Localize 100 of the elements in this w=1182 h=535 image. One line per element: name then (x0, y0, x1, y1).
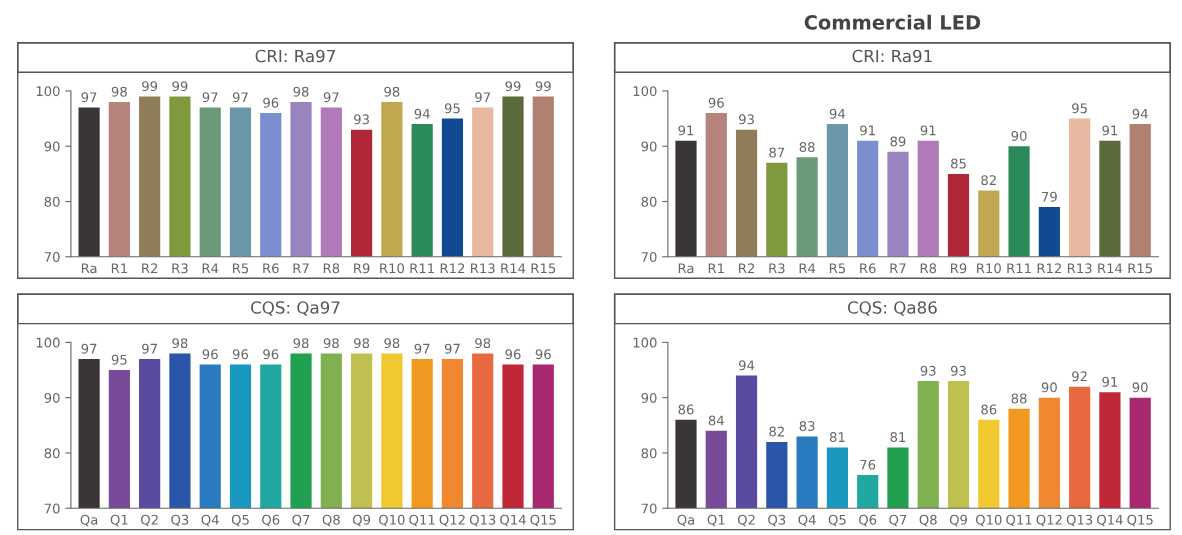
data-label: 95 (444, 103, 460, 114)
x-tick-label: R15 (1128, 263, 1153, 274)
x-tick-label: Q7 (292, 514, 310, 527)
x-tick-label: Q9 (949, 514, 967, 527)
x-tick-label: Q2 (141, 514, 158, 527)
y-tick-label: 90 (44, 392, 60, 403)
x-tick-label: Q5 (828, 514, 846, 527)
x-tick-label: Q7 (889, 514, 907, 527)
x-tick-label: Q2 (737, 514, 755, 527)
x-tick-label: Q14 (1097, 514, 1123, 527)
data-label: 99 (505, 81, 521, 92)
x-tick-label: Q9 (352, 514, 371, 527)
data-label: 82 (981, 175, 996, 186)
x-tick-label: R6 (860, 263, 876, 274)
x-tick-label: Q15 (1127, 514, 1153, 527)
x-tick-label: R10 (380, 263, 404, 274)
data-label: 98 (111, 86, 127, 97)
x-tick-label: R12 (1037, 263, 1062, 274)
x-tick-label: Q10 (379, 514, 405, 527)
x-tick-label: Q6 (262, 514, 280, 527)
x-tick-label: Q1 (110, 514, 128, 527)
x-tick-label: R3 (172, 263, 188, 274)
data-label: 94 (414, 108, 430, 119)
y-tick-label: 100 (36, 337, 60, 348)
chart-subtitle: CQS: Qa86 (847, 301, 937, 316)
y-tick-label: 80 (641, 196, 657, 207)
x-tick-label: Q5 (231, 514, 249, 527)
data-label: 98 (354, 338, 370, 349)
chart-title: Commercial LED (804, 14, 981, 30)
x-tick-label: Q11 (1006, 514, 1032, 527)
x-tick-label: Q8 (919, 514, 937, 527)
x-tick-label: R11 (1007, 263, 1031, 274)
x-tick-label: Q13 (1066, 514, 1093, 527)
x-tick-label: Q12 (439, 514, 465, 527)
data-label: 96 (263, 349, 279, 360)
data-label: 99 (142, 81, 158, 92)
data-label: 86 (678, 404, 694, 415)
x-tick-label: Q4 (201, 514, 219, 527)
y-tick-label: 80 (641, 448, 657, 459)
x-tick-label: R9 (951, 263, 967, 274)
data-label: 97 (414, 343, 430, 354)
x-tick-label: R9 (354, 263, 370, 274)
data-label: 81 (890, 432, 906, 443)
data-label: 89 (890, 136, 906, 147)
data-label: 93 (354, 114, 369, 125)
x-tick-label: Ra (678, 263, 694, 274)
x-tick-label: Qa (80, 514, 98, 527)
x-tick-label: Q12 (1036, 514, 1062, 527)
data-label: 97 (444, 343, 460, 354)
data-label: 79 (1042, 191, 1057, 202)
data-label: 97 (232, 92, 248, 103)
data-label: 94 (829, 108, 846, 119)
chart-subtitle: CRI: Ra91 (852, 49, 932, 63)
x-tick-label: R5 (829, 263, 846, 274)
data-label: 91 (1102, 376, 1118, 387)
data-label: 97 (142, 343, 157, 354)
x-tick-label: Ra (81, 263, 97, 274)
data-label: 98 (172, 338, 188, 349)
x-tick-label: R7 (293, 263, 309, 274)
y-tick-label: 90 (44, 141, 60, 152)
data-label: 98 (384, 338, 400, 349)
x-tick-label: Q1 (707, 514, 725, 527)
chart-subtitle: CRI: Ra97 (255, 49, 335, 63)
data-label: 93 (950, 365, 966, 376)
data-label: 82 (769, 426, 784, 437)
data-label: 91 (920, 125, 936, 136)
data-label: 87 (769, 147, 785, 158)
data-label: 97 (81, 343, 97, 354)
data-label: 88 (1011, 393, 1027, 404)
x-tick-label: R10 (977, 263, 1001, 274)
x-tick-label: Q10 (975, 514, 1002, 527)
data-label: 97 (323, 92, 339, 103)
x-tick-label: R4 (202, 263, 219, 274)
data-label: 97 (475, 92, 490, 103)
data-label: 90 (1041, 382, 1057, 393)
data-label: 96 (535, 349, 551, 360)
y-tick-label: 70 (44, 252, 60, 262)
data-label: 98 (293, 86, 309, 97)
data-label: 85 (951, 158, 966, 169)
data-label: 98 (475, 338, 491, 349)
data-label: 94 (1132, 108, 1148, 119)
y-tick-label: 70 (44, 503, 60, 514)
data-label: 98 (323, 338, 339, 349)
x-tick-label: Q4 (798, 514, 816, 527)
y-tick-label: 80 (44, 196, 60, 207)
data-label: 93 (738, 114, 754, 125)
y-tick-label: 80 (44, 448, 60, 459)
data-label: 98 (293, 338, 309, 349)
data-label: 92 (1072, 371, 1087, 382)
y-tick-label: 70 (641, 252, 657, 262)
data-label: 91 (678, 125, 694, 136)
y-tick-label: 90 (641, 141, 657, 152)
x-tick-label: R12 (440, 263, 465, 274)
x-tick-label: Q3 (171, 514, 189, 527)
x-tick-label: Q13 (469, 514, 496, 527)
y-tick-label: 100 (36, 86, 60, 97)
data-label: 91 (1102, 125, 1118, 136)
data-label: 96 (202, 349, 218, 360)
x-tick-label: Q15 (530, 514, 556, 527)
data-label: 86 (981, 404, 997, 415)
